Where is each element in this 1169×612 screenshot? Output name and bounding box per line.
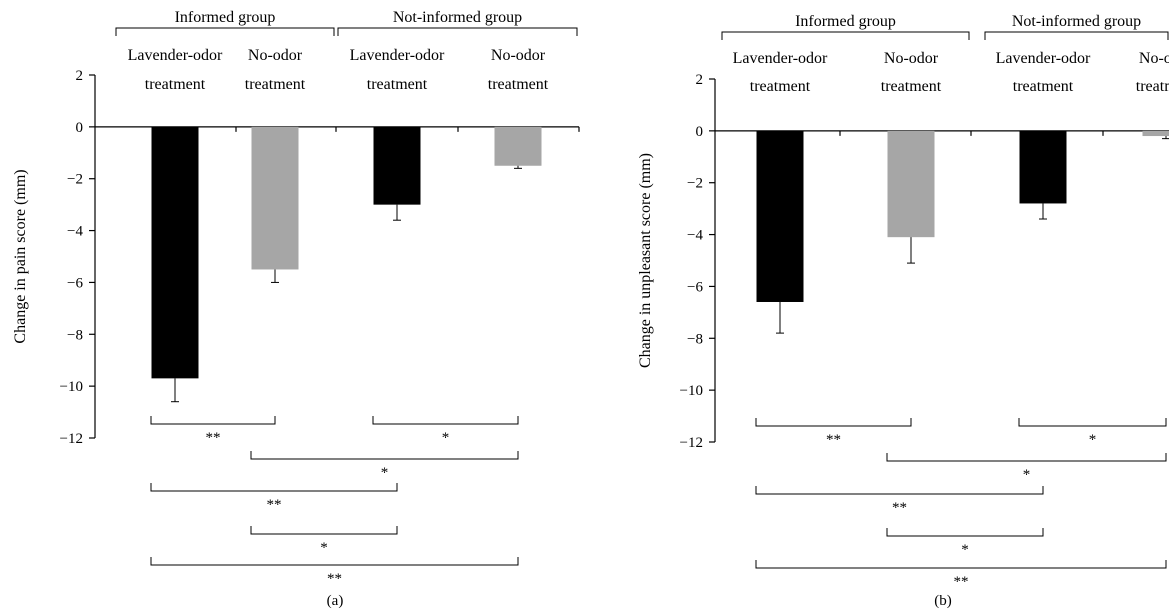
- group-label: Not-informed group: [1012, 13, 1141, 30]
- significance-bracket: [755, 418, 912, 427]
- category-label-line2: treatment: [1136, 78, 1169, 95]
- significance-marker: *: [1089, 432, 1097, 448]
- category-label-line2: treatment: [245, 76, 306, 93]
- significance-marker: *: [320, 540, 328, 556]
- group-label: Informed group: [175, 9, 276, 26]
- significance-marker: **: [826, 432, 841, 448]
- bar: [151, 126, 199, 379]
- bar: [494, 126, 542, 166]
- y-tick-label: −4: [687, 228, 703, 244]
- y-axis-label: Change in unpleasant score (mm): [637, 153, 654, 368]
- y-tick-label: 0: [696, 124, 704, 140]
- panel-label: (a): [327, 593, 344, 609]
- y-tick-label: −12: [680, 435, 703, 451]
- category-label-line1: No-odor: [884, 50, 939, 67]
- significance-bracket: [250, 526, 398, 535]
- category-label-line2: treatment: [881, 78, 942, 95]
- significance-bracket: [886, 528, 1044, 537]
- y-tick-label: −4: [67, 224, 83, 240]
- y-tick-label: −8: [67, 327, 83, 343]
- category-label-line1: No-odor: [491, 47, 546, 64]
- significance-bracket: [755, 560, 1167, 569]
- y-axis-label: Change in pain score (mm): [12, 169, 29, 343]
- category-label-line1: Lavender-odor: [128, 47, 223, 64]
- bar: [887, 130, 935, 238]
- category-label-line2: treatment: [367, 76, 428, 93]
- category-label-line1: No-odor: [248, 47, 303, 64]
- group-bracket: [721, 31, 970, 40]
- significance-bracket: [150, 557, 519, 566]
- bar: [1142, 130, 1169, 137]
- category-label-line1: Lavender-odor: [996, 50, 1091, 67]
- category-label-line2: treatment: [488, 76, 549, 93]
- significance-bracket: [150, 483, 398, 492]
- y-tick-label: −6: [687, 279, 703, 295]
- y-tick-label: −2: [687, 176, 703, 192]
- category-label-line1: Lavender-odor: [350, 47, 445, 64]
- group-bracket: [115, 27, 335, 36]
- significance-marker: *: [381, 465, 389, 481]
- significance-bracket: [150, 416, 276, 425]
- significance-marker: **: [327, 571, 342, 587]
- bar: [1019, 130, 1067, 204]
- category-label-line1: Lavender-odor: [733, 50, 828, 67]
- panel-label: (b): [934, 593, 952, 609]
- y-tick-label: −2: [67, 172, 83, 188]
- significance-marker: **: [206, 430, 221, 446]
- significance-marker: **: [892, 500, 907, 516]
- category-label-line1: No-odor: [1139, 50, 1169, 67]
- significance-marker: **: [954, 574, 969, 590]
- group-bracket: [337, 27, 578, 36]
- category-label-line2: treatment: [1013, 78, 1074, 95]
- bar: [373, 126, 421, 205]
- group-label: Informed group: [795, 13, 896, 30]
- y-tick-label: 0: [76, 120, 84, 136]
- bar: [251, 126, 299, 270]
- y-tick-label: 2: [76, 68, 84, 84]
- significance-bracket: [250, 451, 519, 460]
- y-tick-label: −8: [687, 331, 703, 347]
- significance-marker: **: [267, 497, 282, 513]
- y-tick-label: −10: [60, 379, 83, 395]
- significance-bracket: [755, 486, 1044, 495]
- y-tick-label: −6: [67, 275, 83, 291]
- chart-panel-a: 2 0 −2 −4 −6 −8 −10 −12 Change in pain score (mm…: [12, 9, 580, 609]
- group-label: Not-informed group: [393, 9, 522, 26]
- group-bracket: [984, 31, 1169, 40]
- chart-panel-b: 2 0 −2 −4 −6 −8 −10 −12 Change in unpleasant sco…: [637, 13, 1169, 609]
- y-tick-label: −12: [60, 431, 83, 447]
- significance-marker: *: [1023, 467, 1031, 483]
- significance-bracket: [886, 453, 1167, 462]
- y-tick-label: 2: [696, 72, 704, 88]
- significance-bracket: [1018, 418, 1167, 427]
- category-label-line2: treatment: [145, 76, 206, 93]
- significance-marker: *: [961, 542, 969, 558]
- bar: [756, 130, 804, 302]
- category-label-line2: treatment: [750, 78, 811, 95]
- significance-bracket: [372, 416, 519, 425]
- significance-marker: *: [442, 430, 450, 446]
- y-tick-label: −10: [680, 383, 703, 399]
